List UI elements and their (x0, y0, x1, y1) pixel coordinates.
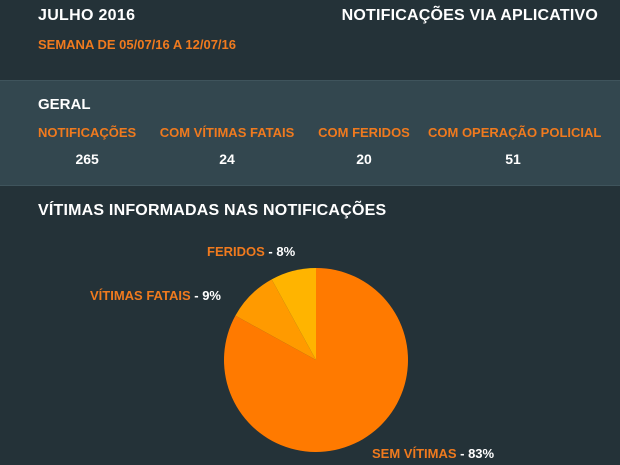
pie-slice-feridos (271, 268, 316, 360)
summary-panel: GERAL NOTIFICAÇÕES 265 COM VÍTIMAS FATAI… (0, 80, 620, 186)
stat-label: COM VÍTIMAS FATAIS (159, 125, 295, 140)
stat-value: 20 (356, 151, 372, 167)
stat-injured: COM FERIDOS 20 (316, 125, 412, 167)
report-title: NOTIFICAÇÕES VIA APLICATIVO (341, 7, 598, 24)
stat-value: 265 (75, 151, 99, 167)
slice-label: VÍTIMAS FATAIS - 9% (90, 288, 221, 303)
stat-police-operation: COM OPERAÇÃO POLICIAL 51 (428, 125, 602, 167)
chart-title: VÍTIMAS INFORMADAS NAS NOTIFICAÇÕES (38, 202, 387, 219)
stat-value: 24 (219, 151, 235, 167)
slice-label: SEM VÍTIMAS - 83% (372, 446, 495, 461)
report-week: SEMANA DE 05/07/16 A 12/07/16 (38, 37, 236, 52)
summary-title: GERAL (38, 96, 91, 113)
stat-label: COM FERIDOS (318, 125, 410, 140)
stat-fatal-victims: COM VÍTIMAS FATAIS 24 (156, 125, 298, 167)
stat-label: NOTIFICAÇÕES (38, 125, 137, 140)
stat-label: COM OPERAÇÃO POLICIAL (428, 125, 602, 140)
stat-value: 51 (505, 151, 521, 167)
header: JULHO 2016 NOTIFICAÇÕES VIA APLICATIVO S… (0, 0, 620, 80)
pie-slice-sem-vitimas (223, 268, 408, 452)
pie-slice-vitimas-fatais (235, 279, 316, 360)
stat-notifications: NOTIFICAÇÕES 265 (38, 125, 136, 167)
slice-label: FERIDOS - 8% (207, 244, 296, 259)
report-month: JULHO 2016 (38, 7, 136, 24)
